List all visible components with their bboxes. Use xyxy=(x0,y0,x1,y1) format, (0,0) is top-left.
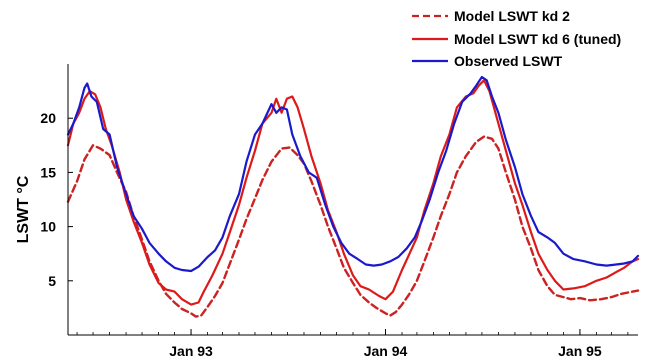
x-tick-label: Jan 93 xyxy=(169,343,213,359)
axes-layer: 5 10 15 20 Jan 93 Jan 94 Jan 95 LSWT °C xyxy=(15,64,638,359)
x-tick-label: Jan 94 xyxy=(364,343,408,359)
chart-legend: Model LSWT kd 2 Model LSWT kd 6 (tuned) Ob… xyxy=(412,8,621,69)
y-tick-label: 15 xyxy=(40,164,56,180)
legend-label: Observed LSWT xyxy=(454,53,563,69)
y-axis-title: LSWT °C xyxy=(15,175,32,243)
y-tick-label: 5 xyxy=(48,273,56,289)
legend-label: Model LSWT kd 6 (tuned) xyxy=(454,31,621,47)
y-tick-label: 10 xyxy=(40,219,56,235)
series-line-1 xyxy=(66,135,640,318)
y-tick-label: 20 xyxy=(40,110,56,126)
legend-label: Model LSWT kd 2 xyxy=(454,8,570,24)
series-line-3 xyxy=(66,75,640,273)
series-layer xyxy=(66,75,640,318)
series-line-2 xyxy=(66,79,640,306)
x-tick-label: Jan 95 xyxy=(558,343,602,359)
